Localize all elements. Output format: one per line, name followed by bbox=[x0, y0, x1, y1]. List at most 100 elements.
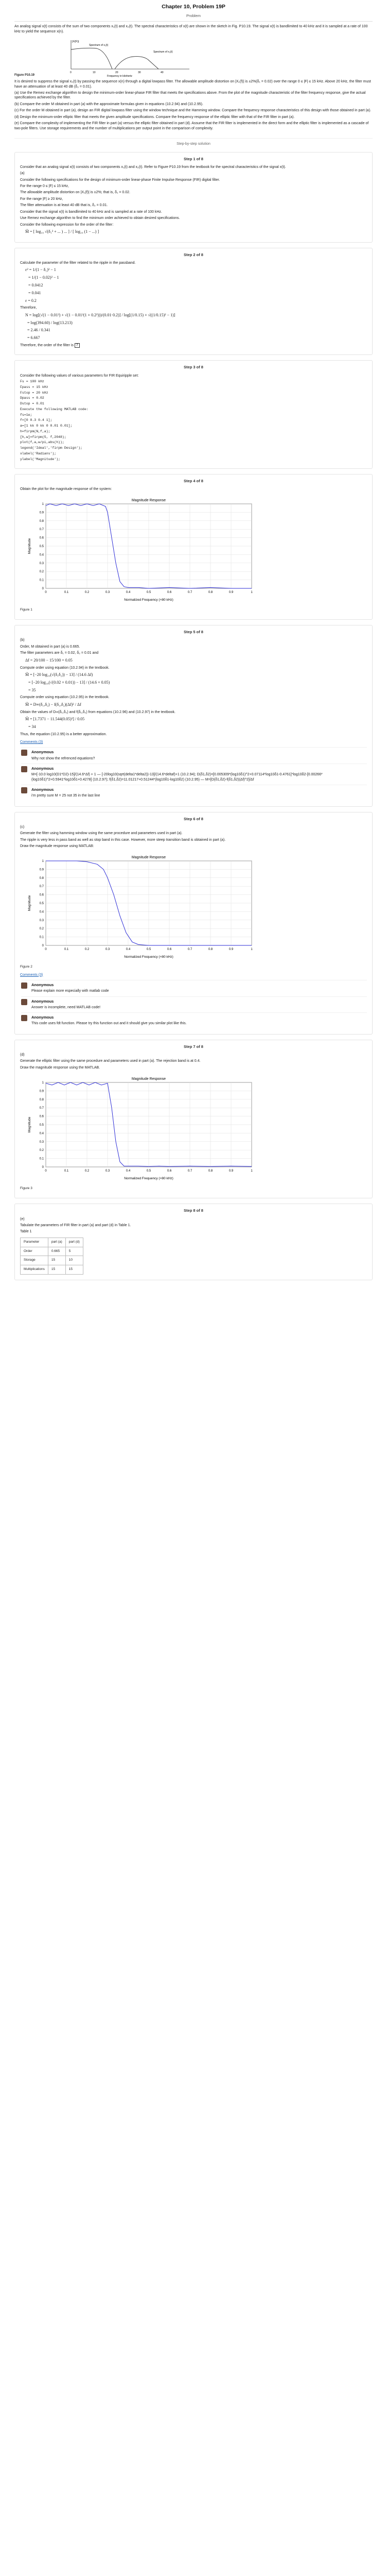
divider bbox=[14, 21, 373, 22]
step-3: Step 3 of 8 Consider the following value… bbox=[14, 360, 373, 469]
step-text: Consider the following specifications fo… bbox=[20, 178, 220, 182]
step-text: (a) bbox=[20, 172, 25, 176]
fig-yaxis: |X(F)| bbox=[72, 40, 79, 43]
table-cell: 5 bbox=[65, 1246, 83, 1257]
y-tick-label: 0.8 bbox=[40, 520, 44, 523]
chart-title: Magnitude Response bbox=[132, 1077, 166, 1081]
x-tick-label: 0.1 bbox=[64, 948, 69, 951]
step-text: For the range 0 ≤ |F| ≤ 15 kHz, bbox=[20, 184, 69, 188]
y-tick-label: 0.5 bbox=[40, 902, 44, 905]
y-axis-label: Magnitude bbox=[28, 1117, 31, 1133]
magnitude-chart-3: 0 0.1 0.2 0.3 0.4 0.5 0.6 0.7 0.8 0.9 1 0 0.1 0.2 0.3 0… bbox=[28, 1077, 253, 1180]
problem-part-b: (b) Compare the order M obtained in part… bbox=[14, 102, 203, 106]
series-line bbox=[46, 860, 252, 946]
y-tick-label: 0.6 bbox=[40, 1115, 44, 1118]
step-text: Therefore, the order of the filter is 7 bbox=[20, 343, 367, 348]
x-axis-label: Normalized Frequency (×80 kHz) bbox=[124, 598, 173, 602]
y-tick-label: 0.1 bbox=[40, 1158, 44, 1161]
problem-part-c: (c) For the order M obtained in part (a)… bbox=[14, 109, 371, 113]
y-tick-label: 1 bbox=[42, 1081, 44, 1084]
x-tick-label: 0.8 bbox=[208, 591, 213, 594]
comments-link[interactable]: Comments (3) bbox=[20, 740, 43, 744]
table-header: Parameter bbox=[20, 1237, 48, 1247]
comment-text: Answer is incomplete, need MATLAB code! bbox=[31, 1005, 101, 1009]
table-cell: Storage bbox=[20, 1256, 48, 1266]
step-text: The ripple is very less in pass band as … bbox=[20, 838, 226, 842]
series-line bbox=[45, 503, 252, 589]
code-line: ylabel('Magnitude'); bbox=[20, 457, 61, 461]
answer-box: 7 bbox=[74, 343, 80, 348]
magnitude-plot-2: 0 0.1 0.2 0.3 0.4 0.5 0.6 0.7 0.8 0.9 1 0 0.1 0.2 0.3 0… bbox=[25, 853, 367, 962]
x-tick-label: 0.3 bbox=[105, 948, 110, 951]
table-header-row: Parameter part (a) part (d) bbox=[20, 1237, 83, 1247]
problem-part-a: (a) Use the Remez exchange algorithm to … bbox=[14, 91, 366, 100]
x-tick-label: 0.4 bbox=[126, 591, 131, 594]
chart-title: Magnitude Response bbox=[132, 499, 166, 502]
code-line: legend('Ideal','firpm Design'); bbox=[20, 446, 82, 450]
comment-author: Anonymous bbox=[31, 998, 54, 1004]
y-tick-label: 0 bbox=[42, 944, 44, 947]
step-text: (b) bbox=[20, 638, 25, 642]
step-text: Obtain the values of D∞(δ₁,δ₂) and f(δ₁,… bbox=[20, 710, 175, 714]
step-text: For the range |F| ≥ 20 kHz, bbox=[20, 197, 63, 201]
y-tick-label: 0.1 bbox=[40, 579, 44, 582]
figure-p10-19: Figure P10.19 |X(F)| Spectrum of x₁(t) S… bbox=[14, 37, 373, 77]
equation: = 0.041 bbox=[25, 290, 41, 295]
series-line bbox=[45, 1082, 252, 1167]
step-text: Consider the following values of various… bbox=[20, 374, 139, 378]
equation: = 34 bbox=[25, 724, 36, 729]
x-tick-label: 0.7 bbox=[188, 1170, 192, 1173]
x-tick-label: 0.6 bbox=[167, 1170, 172, 1173]
equation: = log(394.60) / log(13.213) bbox=[25, 320, 73, 325]
figure-label: Figure 2 bbox=[20, 964, 32, 969]
table-cell: 0.665 bbox=[47, 1246, 66, 1257]
x-tick-label: 1 bbox=[251, 591, 253, 594]
problem-statement: An analog signal x(t) consists of the su… bbox=[14, 24, 373, 131]
table-row: Storage 15 10 bbox=[20, 1256, 83, 1266]
y-tick-label: 0.3 bbox=[40, 919, 44, 922]
step-6: Step 6 of 8 (c) Generate the filter usin… bbox=[14, 811, 373, 1035]
fig-tick: 20 bbox=[115, 71, 118, 74]
comment-text: Why not show the refrenced equations? bbox=[31, 756, 95, 760]
comments-link[interactable]: Comments (3) bbox=[20, 973, 43, 977]
table-cell: Multiplications bbox=[20, 1265, 48, 1275]
equation: = 2.46 / 0.341 bbox=[25, 328, 50, 333]
comment: Anonymous Answer is incomplete, need MATL… bbox=[21, 996, 367, 1010]
comment: Anonymous i'm pretty sure M = 25 not 35 i… bbox=[21, 785, 367, 799]
y-tick-label: 0.8 bbox=[40, 1098, 44, 1101]
equation: Δf = 20/100 − 15/100 = 0.05 bbox=[25, 657, 73, 663]
fig-xaxis: Frequency in kilohertz bbox=[107, 75, 132, 77]
step-text: The allowable amplitude distortion on |X… bbox=[20, 191, 130, 195]
x-tick-label: 0.5 bbox=[147, 591, 151, 594]
code-line: Execute the following MATLAB code: bbox=[20, 407, 89, 411]
magnitude-plot-3: 0 0.1 0.2 0.3 0.4 0.5 0.6 0.7 0.8 0.9 1 0 0.1 0.2 0.3 0… bbox=[25, 1074, 367, 1184]
x-tick-label: 0.2 bbox=[85, 1170, 90, 1173]
comment: Anonymous Why not show the refrenced equa… bbox=[21, 747, 367, 761]
step-text: The filter parameters are δ₁ = 0.02, δ₂ … bbox=[20, 651, 99, 655]
y-tick-label: 0.9 bbox=[40, 1090, 44, 1093]
table-header: part (d) bbox=[65, 1237, 83, 1247]
y-tick-label: 1 bbox=[42, 860, 44, 863]
step-text: Draw the magnitude response using the MA… bbox=[20, 1065, 100, 1070]
step-text: Use Remez exchange algorithm to find the… bbox=[20, 216, 180, 221]
equation: M̂ = [1.7371 − 11.544(0.05)²] / 0.05 bbox=[25, 717, 85, 721]
avatar bbox=[21, 766, 27, 773]
x-tick-label: 0.1 bbox=[64, 1170, 69, 1173]
y-tick-label: 0.4 bbox=[40, 911, 44, 914]
x-tick-label: 0.4 bbox=[126, 948, 131, 951]
comment-author: Anonymous bbox=[31, 1015, 54, 1020]
step-label: Step 5 of 8 bbox=[184, 630, 203, 635]
step-text: Compute order using equation (10.2.94) i… bbox=[20, 666, 110, 670]
x-tick-label: 1 bbox=[251, 1170, 253, 1173]
y-axis-label: Magnitude bbox=[28, 895, 31, 911]
step-text: Consider that an analog signal x(t) cons… bbox=[20, 165, 286, 169]
equation: ε² = 1/(1 − δ₁)² − 1 bbox=[25, 267, 56, 273]
fig-x1-label: Spectrum of x₁(t) bbox=[89, 44, 109, 47]
avatar bbox=[21, 787, 27, 794]
table-caption: Table 1 bbox=[20, 1230, 32, 1234]
step-text-span: Therefore, the order of the filter is bbox=[20, 344, 74, 348]
fig-tick: 40 bbox=[161, 71, 164, 74]
step-text: The filter attenuation is at least 40 dB… bbox=[20, 204, 108, 208]
y-tick-label: 1 bbox=[42, 503, 44, 506]
step-text: Obtain the plot for the magnitude respon… bbox=[20, 487, 112, 491]
